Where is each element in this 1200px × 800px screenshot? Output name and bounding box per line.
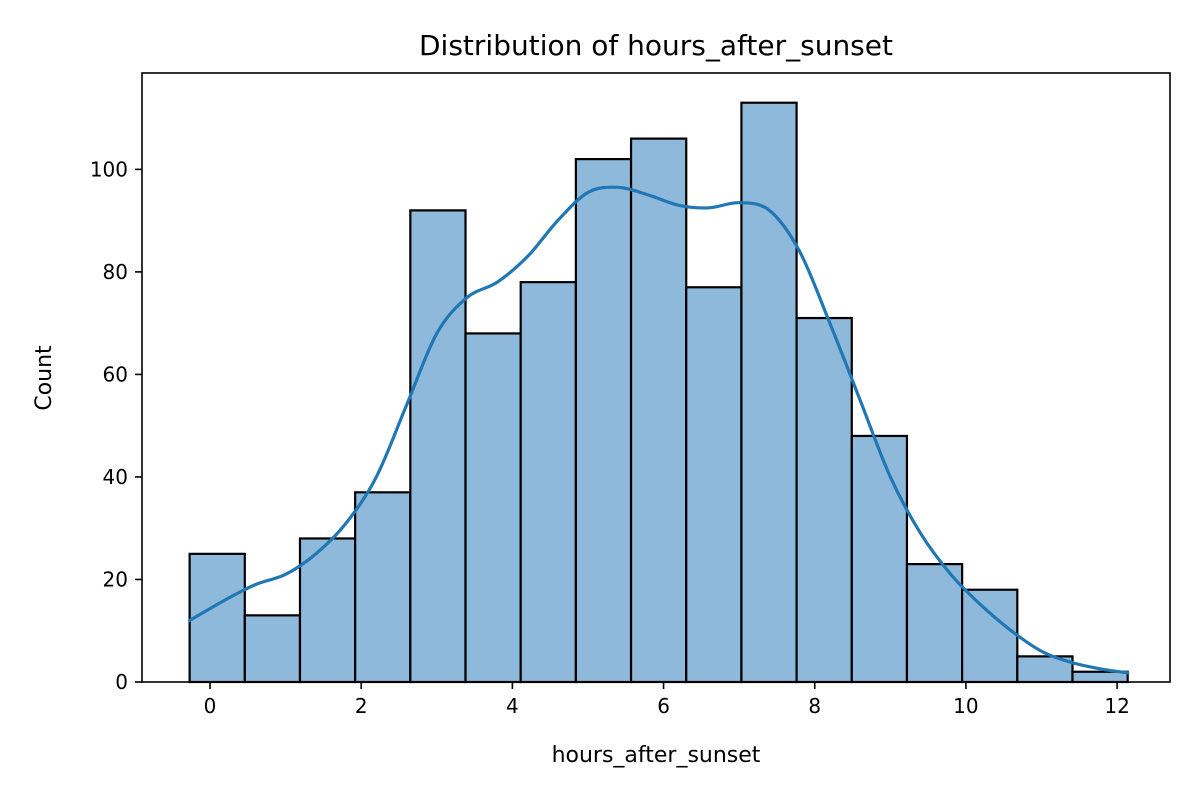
- y-tick-label: 0: [115, 670, 128, 694]
- x-tick-label: 8: [808, 694, 821, 718]
- histogram-bar-13: [905, 562, 964, 684]
- y-tick-label: 80: [103, 260, 128, 284]
- histogram-bar-10: [740, 101, 798, 684]
- histogram-bar-3: [354, 491, 412, 684]
- x-axis: 0 2 4 6 8 10 12: [204, 682, 1130, 718]
- histogram-bar-2: [298, 537, 357, 684]
- kde-curve: [188, 185, 1130, 675]
- histogram-bar-11: [795, 316, 853, 684]
- histogram-bar-0: [188, 552, 246, 684]
- histogram-bar-1: [243, 614, 302, 684]
- x-tick-label: 10: [953, 694, 978, 718]
- x-tick-label: 6: [657, 694, 670, 718]
- y-tick-label: 40: [103, 465, 128, 489]
- histogram-bar-6: [519, 281, 577, 684]
- y-tick-label: 60: [103, 362, 128, 386]
- histogram-bar-5: [464, 332, 522, 684]
- bars-layer: [188, 101, 1129, 684]
- histogram-bar-14: [961, 588, 1019, 684]
- y-axis-label: Count: [32, 345, 57, 411]
- histogram-bar-8: [629, 137, 688, 684]
- histogram-bar-4: [409, 209, 467, 684]
- x-tick-label: 2: [355, 694, 368, 718]
- x-tick-label: 12: [1104, 694, 1129, 718]
- x-tick-label: 0: [204, 694, 217, 718]
- y-tick-label: 100: [90, 157, 128, 181]
- y-axis: 0 20 40 60 80 100: [90, 157, 142, 694]
- plot-frame: [141, 72, 1171, 683]
- histogram-bar-9: [685, 286, 743, 684]
- x-axis-label: hours_after_sunset: [552, 743, 761, 768]
- chart-title: Distribution of hours_after_sunset: [419, 29, 893, 62]
- x-tick-label: 4: [506, 694, 519, 718]
- y-tick-label: 20: [103, 567, 128, 591]
- kde-layer: [188, 185, 1130, 675]
- histogram-bar-7: [574, 158, 633, 684]
- histogram-bar-12: [850, 434, 909, 684]
